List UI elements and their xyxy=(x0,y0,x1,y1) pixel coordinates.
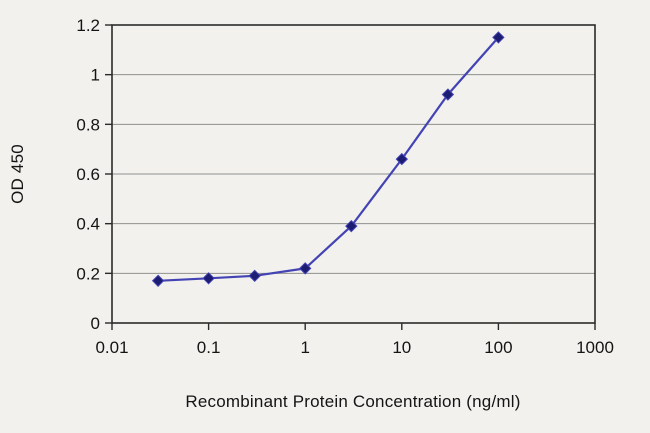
y-tick-label: 1 xyxy=(91,66,100,85)
x-tick-label: 10 xyxy=(392,338,411,357)
x-tick-label: 1 xyxy=(300,338,309,357)
data-point-marker xyxy=(202,272,215,285)
x-tick-label: 100 xyxy=(484,338,512,357)
x-tick-label: 0.01 xyxy=(95,338,128,357)
x-axis-title: Recombinant Protein Concentration (ng/ml… xyxy=(185,392,521,411)
x-tick-label: 0.1 xyxy=(197,338,221,357)
data-point-marker xyxy=(492,31,505,44)
y-axis-title: OD 450 xyxy=(8,144,27,204)
y-tick-label: 0.8 xyxy=(76,115,100,134)
data-point-marker xyxy=(151,274,165,287)
x-tick-label: 1000 xyxy=(576,338,614,357)
data-point-marker xyxy=(345,219,358,233)
data-point-marker xyxy=(298,262,312,275)
y-tick-label: 0.2 xyxy=(76,264,100,283)
y-tick-label: 1.2 xyxy=(76,16,100,35)
data-point-marker xyxy=(395,152,409,166)
series-line xyxy=(157,36,500,282)
data-point-marker xyxy=(248,269,261,283)
y-tick-label: 0 xyxy=(91,314,100,333)
y-tick-label: 0.6 xyxy=(76,165,100,184)
plot-border xyxy=(111,24,596,324)
data-point-marker xyxy=(441,88,455,101)
y-tick-label: 0.4 xyxy=(76,215,100,234)
